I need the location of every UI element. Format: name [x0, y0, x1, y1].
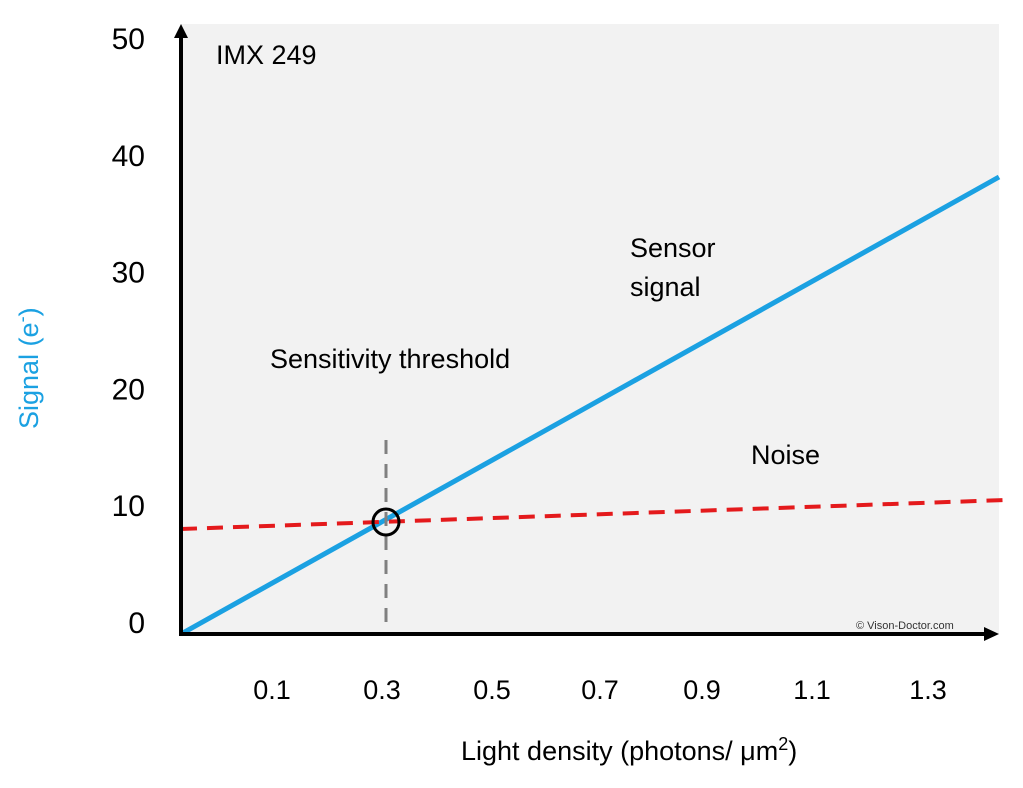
sensor-signal-label-line2: signal: [630, 272, 701, 302]
x-axis-title-main: Light density (photons/ μm: [461, 736, 778, 766]
y-tick-label: 50: [112, 23, 145, 56]
y-tick-labels: 0 10 20 30 40 50: [112, 23, 145, 640]
y-tick-label: 40: [112, 140, 145, 173]
x-tick-label: 1.1: [793, 675, 831, 705]
x-tick-labels: 0.1 0.3 0.5 0.7 0.9 1.1 1.3: [253, 675, 947, 705]
plot-background: [181, 24, 999, 634]
x-axis-title: Light density (photons/ μm2): [461, 734, 797, 766]
sensor-signal-label-line1: Sensor: [630, 233, 716, 263]
threshold-marker-circle: [371, 507, 401, 537]
x-tick-label: 1.3: [909, 675, 947, 705]
x-tick-label: 0.3: [363, 675, 401, 705]
x-tick-label: 0.5: [473, 675, 511, 705]
x-tick-label: 0.9: [683, 675, 721, 705]
chart-title: IMX 249: [216, 40, 317, 70]
x-axis-arrowhead: [984, 627, 999, 641]
x-tick-label: 0.1: [253, 675, 291, 705]
x-axis-title-superscript: 2: [778, 734, 788, 754]
y-tick-label: 0: [128, 607, 145, 640]
x-tick-label: 0.7: [581, 675, 619, 705]
y-axis-title-main: Signal (e: [14, 322, 44, 429]
copyright-notice: © Vison-Doctor.com: [856, 620, 954, 632]
y-axis-title: Signal (e-): [12, 307, 44, 429]
threshold-label: Sensitivity threshold: [270, 344, 510, 374]
noise-line: [180, 498, 1006, 531]
y-axis-title-suffix: ): [14, 307, 44, 316]
y-axis-title-superscript: -: [12, 316, 32, 322]
x-axis-title-suffix: ): [788, 736, 797, 766]
y-tick-label: 20: [112, 373, 145, 406]
y-tick-label: 30: [112, 257, 145, 290]
y-tick-label: 10: [112, 490, 145, 523]
y-axis-arrowhead: [174, 24, 188, 38]
noise-label: Noise: [751, 440, 820, 470]
sensor-signal-line: [179, 174, 1001, 637]
